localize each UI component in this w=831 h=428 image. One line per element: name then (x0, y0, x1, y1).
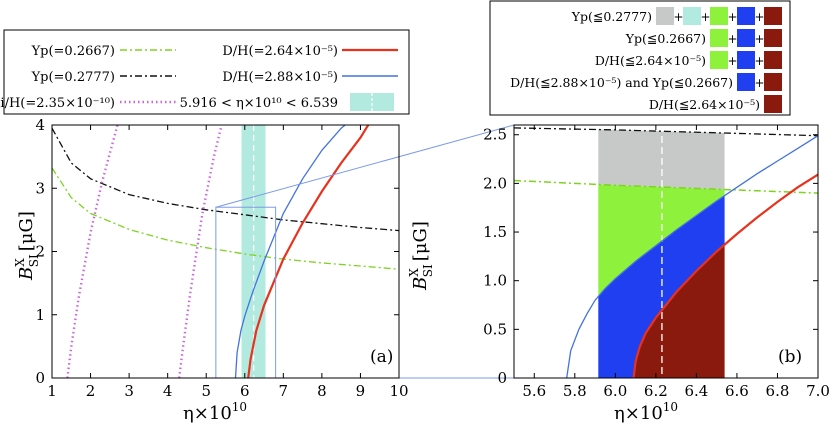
legend-right-swatch (656, 7, 674, 25)
a-xtick-label: 8 (317, 382, 327, 400)
series-line (52, 127, 399, 232)
legend-right-label: D/H(≦2.88×10⁻⁵) and Yp(≦0.2667) (510, 75, 733, 90)
legend-right-swatch (683, 7, 701, 25)
eta-band-a (241, 125, 266, 378)
regions-b (598, 125, 725, 378)
legend-right-label: Yp(≦0.2777) (571, 9, 652, 24)
ylabel-a: BXSI[μG] (13, 211, 41, 281)
a-ytick-label: 2 (35, 243, 45, 261)
legend-right-plus: + (700, 10, 710, 24)
legend-right-plus: + (727, 10, 737, 24)
legend-right-label: D/H(≦2.64×10⁻⁵) (649, 97, 760, 112)
legend-right-plus: + (673, 10, 683, 24)
b-xtick-label: 6.6 (725, 382, 749, 400)
legend-left-frame (3, 29, 410, 115)
xlabel-a: η×1010 (183, 400, 247, 424)
legend-right-swatch (710, 7, 728, 25)
legend-right-plus: + (754, 76, 764, 90)
legend-right-swatch (737, 51, 755, 69)
plot-frame-b (513, 124, 819, 379)
legend-right-plus: + (754, 32, 764, 46)
series-line (234, 125, 347, 378)
legend-right-swatch (764, 73, 782, 91)
legend-right-swatch (737, 29, 755, 47)
legend-right-swatch (764, 29, 782, 47)
legend-right-plus: + (754, 10, 764, 24)
zoom-connector-top (215, 124, 515, 208)
b-xtick-label: 5.8 (563, 382, 587, 400)
curves-b (514, 127, 818, 378)
a-xtick-label: 10 (389, 382, 408, 400)
series-line (247, 125, 370, 378)
curve-yp-2667 (514, 179, 818, 194)
series-line (178, 125, 223, 378)
ylabel-b: BXSI[μG] (407, 221, 435, 291)
b-xtick-label: 6.4 (684, 382, 708, 400)
legend-left: Yp(=0.2667) D/H(=2.64×10⁻⁵) Yp(=0.2777) D/H… (0, 29, 410, 115)
legend-right-label: Yp(≦0.2667) (625, 31, 706, 46)
legend-left-label: D/H(=2.88×10⁻⁵) (222, 70, 338, 85)
legend-right: Yp(≦0.2777) + + + + Yp(≦0.2667) + + D/H(≦2.64×10… (489, 0, 791, 116)
a-ytick-label: 4 (35, 116, 45, 134)
b-ytick-label: 1.5 (483, 223, 507, 241)
panel-label-b: (b) (778, 347, 802, 367)
legend-right-swatch (764, 51, 782, 69)
legend-right-swatch (710, 29, 728, 47)
panel-b: 5.6 5.8 6.0 6.2 6.4 6.6 6.8 7.0 0 0.5 1.0 1.5 2.0 2.5… (407, 124, 830, 424)
a-xtick-label: 2 (86, 382, 96, 400)
ticks-b: 5.6 5.8 6.0 6.2 6.4 6.6 6.8 7.0 0 0.5 1.0 1.5 2.0 2.5 (483, 125, 830, 400)
legend-right-plus: + (754, 54, 764, 68)
curve-yp-2777 (514, 127, 818, 137)
legend-right-swatch (710, 51, 728, 69)
curve-dh-288 (566, 135, 818, 378)
legend-right-swatch (764, 7, 782, 25)
legend-left-label: Yp(=0.2667) (31, 44, 115, 59)
legend-right-swatch (737, 73, 755, 91)
legend-right-plus: + (727, 32, 737, 46)
series-line (52, 167, 399, 270)
b-ytick-label: 0.5 (483, 320, 507, 338)
b-xtick-label: 6.2 (644, 382, 668, 400)
b-ytick-label: 2.5 (483, 126, 507, 144)
legend-left-label: D/H(=2.64×10⁻⁵) (222, 44, 338, 59)
b-ytick-label: 1.0 (483, 272, 507, 290)
b-ytick-label: 0 (497, 369, 507, 387)
region-dh-288 (598, 195, 725, 378)
curves-a (52, 125, 399, 378)
legend-right-swatch (764, 95, 782, 113)
a-ytick-label: 1 (35, 306, 45, 324)
legend-left-label: ⁷Li/H(=2.35×10⁻¹⁰) (0, 96, 115, 111)
xlabel-b: η×1010 (614, 400, 678, 424)
a-xtick-label: 5 (201, 382, 211, 400)
b-xtick-label: 7.0 (806, 382, 830, 400)
series-line (66, 125, 119, 378)
a-xtick-label: 6 (240, 382, 250, 400)
panel-label-a: (a) (370, 347, 393, 367)
b-xtick-label: 5.6 (522, 382, 546, 400)
legend-left-band-swatch (350, 93, 394, 111)
legend-right-swatch (737, 7, 755, 25)
legend-right-plus: + (727, 54, 737, 68)
b-xtick-label: 6.8 (766, 382, 790, 400)
b-xtick-label: 6.0 (603, 382, 627, 400)
a-ytick-label: 0 (35, 369, 45, 387)
legend-left-label: 5.916 < η×10¹⁰ < 6.539 (180, 96, 338, 111)
legend-left-label: Yp(=0.2777) (31, 70, 115, 85)
a-ytick-label: 3 (35, 179, 45, 197)
a-xtick-label: 4 (163, 382, 173, 400)
legend-right-label: D/H(≦2.64×10⁻⁵) (595, 53, 706, 68)
b-ytick-label: 2.0 (483, 174, 507, 192)
curve-dh-264 (632, 173, 818, 378)
a-xtick-label: 9 (356, 382, 366, 400)
a-xtick-label: 3 (124, 382, 134, 400)
a-xtick-label: 1 (47, 382, 57, 400)
a-xtick-label: 7 (279, 382, 289, 400)
